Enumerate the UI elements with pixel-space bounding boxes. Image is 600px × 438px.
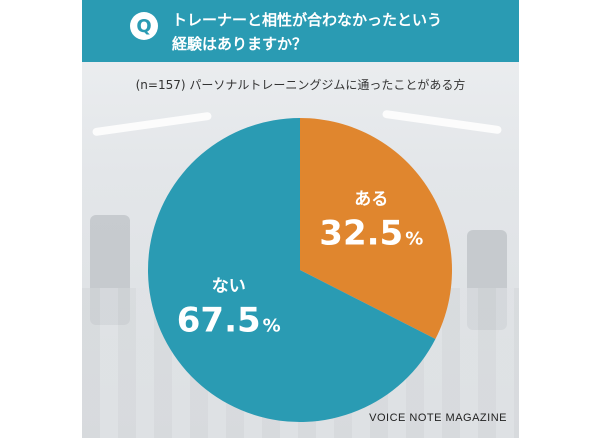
pie-chart: ある 32.5 % ない 67.5% [148, 118, 452, 422]
watermark: VOICE NOTE MAGAZINE [369, 412, 507, 424]
question-line-1: トレーナーと相性が合わなかったという [172, 11, 443, 29]
q-badge: Q [130, 12, 158, 40]
sample-note: (n=157) パーソナルトレーニングジムに通ったことがある方 [135, 78, 466, 92]
question-header: Q トレーナーと相性が合わなかったという 経験はありますか？ [82, 0, 519, 62]
slice-value-label: 32.5% [319, 213, 423, 253]
pie-slice-yes [300, 118, 452, 340]
chart-card: Q トレーナーと相性が合わなかったという 経験はありますか？ (n=157) パ… [82, 0, 519, 438]
slice-category-label: ない [212, 277, 246, 297]
slice-value-label: 67.5% [177, 301, 281, 341]
slice-category-label: ある [354, 189, 388, 209]
question-line-2: 経験はありますか？ [172, 35, 308, 53]
question-text: トレーナーと相性が合わなかったという 経験はありますか？ [172, 8, 492, 56]
pie-slice-no [148, 118, 436, 422]
